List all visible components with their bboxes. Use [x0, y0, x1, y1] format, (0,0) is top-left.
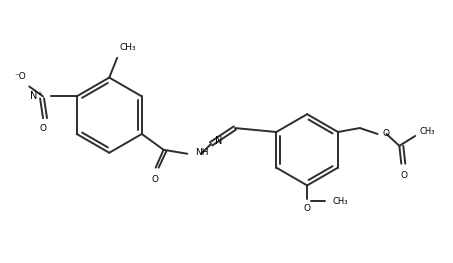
Text: CH₃: CH₃: [333, 197, 348, 206]
Text: O: O: [304, 204, 311, 213]
Text: N: N: [215, 136, 222, 146]
Text: CH₃: CH₃: [119, 43, 136, 52]
Text: N⁺: N⁺: [30, 91, 43, 101]
Text: NH: NH: [195, 148, 209, 157]
Text: ⁻O: ⁻O: [14, 72, 26, 80]
Text: O: O: [401, 171, 408, 180]
Text: CH₃: CH₃: [419, 128, 434, 136]
Text: O: O: [151, 175, 158, 184]
Text: O: O: [382, 129, 390, 139]
Text: O: O: [39, 124, 47, 133]
